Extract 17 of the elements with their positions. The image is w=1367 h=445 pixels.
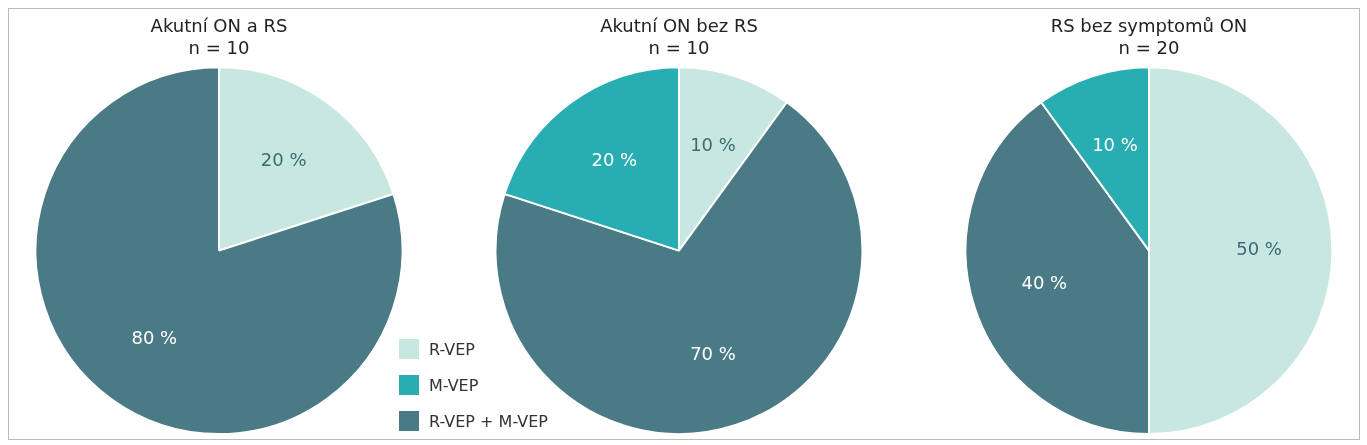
chart-subtitle: n = 20: [1118, 37, 1180, 59]
data-label: 80 %: [131, 327, 178, 349]
legend-label: M-VEP: [429, 375, 479, 395]
chart-title: Akutní ON bez RS: [600, 15, 758, 37]
data-label: 10 %: [690, 133, 736, 155]
chart-subtitle: n = 10: [648, 37, 710, 59]
data-label: 50 %: [1236, 238, 1282, 260]
chart-title: RS bez symptomů ON: [1050, 15, 1248, 37]
data-label: 20 %: [260, 149, 307, 171]
legend-label: R-VEP: [429, 339, 476, 359]
data-label: 70 %: [690, 342, 736, 364]
chart-subtitle: n = 10: [188, 37, 250, 59]
data-label: 20 %: [591, 149, 638, 171]
data-label: 40 %: [1021, 272, 1068, 294]
data-label: 10 %: [1092, 133, 1138, 155]
chart-title: Akutní ON a RS: [150, 15, 288, 37]
legend-label: R-VEP + M-VEP: [429, 411, 548, 431]
